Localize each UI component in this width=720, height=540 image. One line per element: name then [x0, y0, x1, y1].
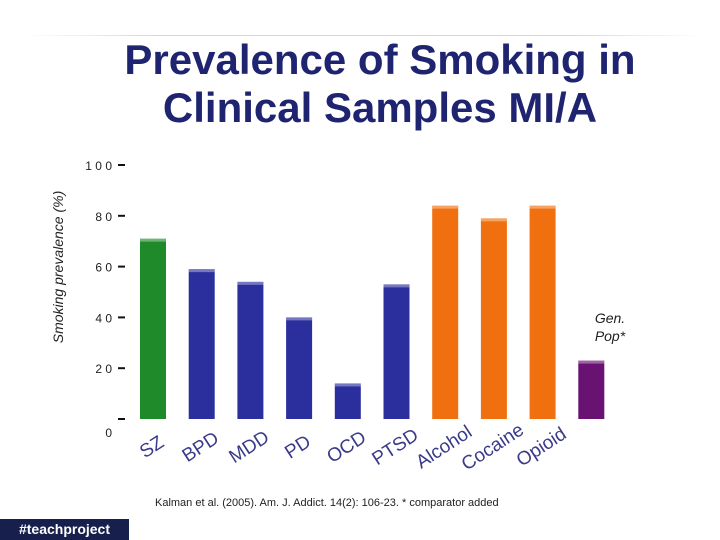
y-tick-label: 0: [105, 426, 112, 440]
bar-highlight: [334, 383, 361, 387]
bar-gen-pop: [578, 360, 605, 419]
top-divider: [24, 35, 704, 36]
hashtag-label: #teachproject: [0, 519, 129, 540]
bar-highlight: [529, 205, 556, 209]
x-category-label: OCD: [323, 427, 370, 468]
bar-highlight: [286, 317, 313, 321]
bar-highlight: [237, 281, 264, 285]
bar-sz: [140, 238, 166, 419]
bar-alcohol: [432, 205, 459, 419]
bar-highlight: [578, 360, 605, 364]
y-tick-label: 4 0: [95, 311, 112, 325]
bar-pd: [286, 317, 313, 419]
bar-bpd: [188, 269, 215, 419]
bar-opioid: [529, 205, 556, 419]
bar-mdd: [237, 281, 264, 419]
x-category-label: SZ: [136, 432, 168, 463]
x-category-label: PTSD: [369, 425, 423, 470]
bar-highlight: [480, 218, 507, 222]
bar-highlight: [188, 269, 215, 273]
x-category-label: MDD: [226, 427, 274, 468]
annotation-line: Pop*: [595, 328, 626, 344]
bar-highlight: [140, 238, 166, 242]
y-axis-label: Smoking prevalence (%): [50, 191, 66, 344]
bar-ptsd: [383, 284, 410, 419]
y-tick-label: 8 0: [95, 210, 112, 224]
y-tick-label: 2 0: [95, 362, 112, 376]
y-axis-ticks: 0 2 0 4 0 6 0 8 0 1 0 0: [85, 159, 125, 440]
y-tick-label: 1 0 0: [85, 159, 112, 173]
x-category-label: PD: [281, 431, 315, 463]
y-tick-label: 6 0: [95, 261, 112, 275]
bar-highlight: [383, 284, 410, 288]
bar-ocd: [334, 383, 361, 419]
bar-highlight: [432, 205, 459, 209]
x-category-label: BPD: [179, 428, 223, 467]
bars: [140, 205, 605, 419]
citation: Kalman et al. (2005). Am. J. Addict. 14(…: [155, 497, 499, 509]
annotation-line: Gen.: [595, 310, 625, 326]
slide-title: Prevalence of Smoking in Clinical Sample…: [124, 36, 636, 131]
bar-cocaine: [480, 218, 507, 419]
gen-pop-annotation: Gen. Pop*: [595, 310, 626, 344]
